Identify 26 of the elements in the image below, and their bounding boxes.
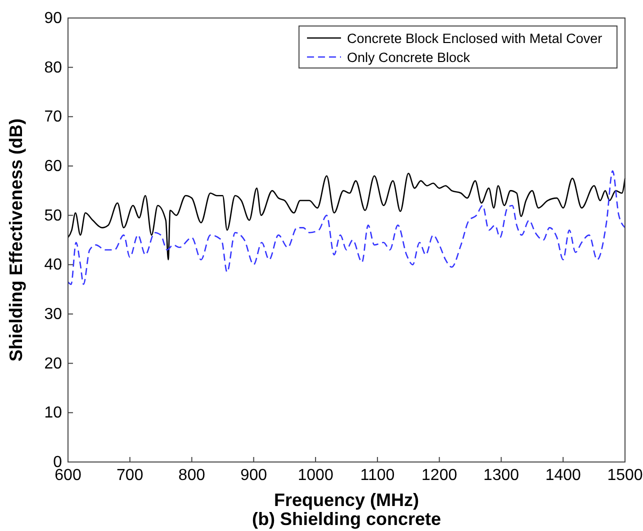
legend-label: Concrete Block Enclosed with Metal Cover bbox=[347, 31, 603, 46]
y-axis-title: Shielding Effectiveness (dB) bbox=[6, 118, 26, 362]
x-axis-title: Frequency (MHz) bbox=[274, 490, 420, 510]
x-tick-label: 1400 bbox=[545, 467, 582, 484]
line-series bbox=[67, 172, 626, 260]
x-tick-label: 600 bbox=[54, 467, 82, 484]
y-tick-label: 60 bbox=[44, 158, 62, 175]
y-tick-label: 20 bbox=[44, 355, 62, 372]
y-tick-label: 80 bbox=[44, 59, 62, 76]
x-tick-label: 700 bbox=[116, 467, 144, 484]
x-tick-label: 1300 bbox=[483, 467, 520, 484]
x-tick-label: 1100 bbox=[360, 467, 395, 484]
legend-label: Only Concrete Block bbox=[347, 50, 470, 65]
x-tick-label: 1500 bbox=[607, 467, 643, 484]
x-tick-label: 900 bbox=[240, 467, 268, 484]
x-tick-label: 1200 bbox=[422, 467, 458, 484]
y-tick-label: 70 bbox=[44, 108, 62, 126]
y-tick-label: 90 bbox=[44, 10, 62, 27]
x-tick-label: 1000 bbox=[298, 467, 334, 484]
line-series bbox=[67, 170, 626, 286]
x-tick-label: 800 bbox=[178, 467, 206, 484]
y-tick-label: 40 bbox=[44, 256, 62, 274]
y-tick-label: 10 bbox=[44, 404, 62, 422]
y-tick-label: 50 bbox=[44, 207, 62, 224]
y-tick-label: 30 bbox=[44, 306, 62, 323]
text: (b) Shielding concrete bbox=[252, 509, 442, 529]
